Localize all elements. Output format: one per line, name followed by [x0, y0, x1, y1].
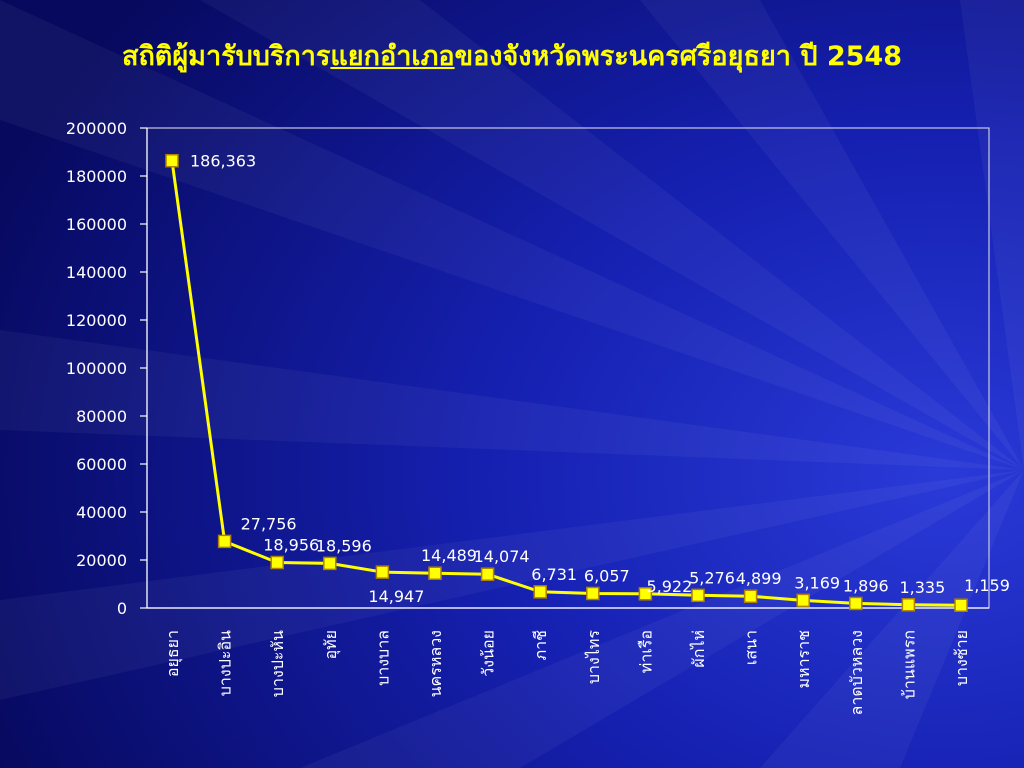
data-point — [796, 593, 810, 608]
x-tick-label: บ้านแพรก — [899, 630, 918, 699]
x-tick-label: บางซ้าย — [952, 630, 971, 686]
data-point — [270, 555, 284, 570]
data-label: 18,956 — [263, 536, 319, 555]
data-point — [849, 596, 863, 611]
data-point — [217, 534, 232, 549]
y-tick-label: 160000 — [66, 215, 127, 234]
data-point — [691, 588, 705, 603]
data-label: 3,169 — [794, 573, 840, 592]
data-label: 14,074 — [474, 547, 530, 566]
x-tick-label: มหาราช — [794, 630, 813, 689]
x-tick-label: ภาชี — [531, 630, 550, 661]
data-label: 1,335 — [899, 578, 945, 597]
series-line — [170, 160, 962, 607]
y-tick-label: 20000 — [76, 551, 127, 570]
data-point — [586, 586, 600, 601]
x-tick-label: บางไทร — [584, 630, 603, 685]
y-tick-label: 140000 — [66, 263, 127, 282]
title-part-2: ของจังหวัดพระนครศรีอยุธยา ปี 2548 — [454, 41, 903, 72]
data-point — [428, 566, 442, 580]
x-tick-label: ลาดบัวหลวง — [847, 630, 866, 715]
x-tick-label: ผักไห่ — [689, 630, 708, 668]
data-label: 6,731 — [531, 565, 577, 584]
data-point — [743, 589, 758, 603]
x-axis-labels: อยุธยา บางปะอิน บางปะหัน อุทัย บางบาล นครหลวง… — [163, 630, 971, 716]
chart-title: สถิติผู้มารับบริการแยกอำเภอของจังหวัดพระ… — [0, 34, 1024, 77]
y-tick-label: 40000 — [76, 503, 127, 522]
x-tick-label: บางปะอิน — [216, 630, 235, 696]
data-point — [165, 153, 179, 168]
x-tick-label: ท่าเรือ — [636, 630, 655, 673]
x-tick-label: อุทัย — [321, 630, 341, 660]
x-tick-label: วังน้อย — [479, 630, 498, 677]
data-point — [954, 598, 968, 612]
data-point — [533, 585, 547, 599]
data-label: 5,922 — [646, 577, 692, 596]
data-label: 186,363 — [190, 152, 256, 171]
data-label: 4,899 — [736, 569, 782, 588]
data-point — [901, 598, 916, 612]
title-part-1: สถิติผู้มารับบริการ — [121, 41, 331, 72]
data-markers — [165, 153, 968, 612]
data-point — [638, 587, 653, 601]
y-tick-label: 120000 — [66, 311, 127, 330]
data-label: 1,159 — [964, 576, 1010, 595]
y-tick-label: 0 — [117, 599, 127, 618]
x-tick-label: นครหลวง — [426, 630, 445, 697]
data-point — [480, 567, 495, 581]
x-tick-label: บางบาล — [373, 630, 392, 686]
data-label: 14,947 — [368, 587, 424, 606]
data-label: 18,596 — [316, 536, 372, 555]
data-label: 6,057 — [584, 566, 630, 585]
y-tick-label: 100000 — [66, 359, 127, 378]
data-point — [375, 565, 390, 579]
x-tick-label: เสนา — [742, 630, 761, 665]
y-tick-label: 60000 — [76, 455, 127, 474]
x-tick-label: บางปะหัน — [268, 630, 287, 697]
y-tick-label: 80000 — [76, 407, 127, 426]
title-highlight: แยกอำเภอ — [330, 41, 455, 72]
data-label: 1,896 — [843, 576, 889, 595]
data-label: 27,756 — [241, 514, 297, 533]
data-label: 14,489 — [421, 546, 477, 565]
y-tick-label: 200000 — [66, 119, 127, 138]
data-label: 5,276 — [689, 568, 735, 587]
y-axis-ticks: 0 20000 40000 60000 80000 100000 120000 140000 1… — [66, 119, 147, 618]
x-tick-label: อยุธยา — [163, 630, 183, 677]
data-point — [323, 556, 337, 571]
y-tick-label: 180000 — [66, 167, 127, 186]
